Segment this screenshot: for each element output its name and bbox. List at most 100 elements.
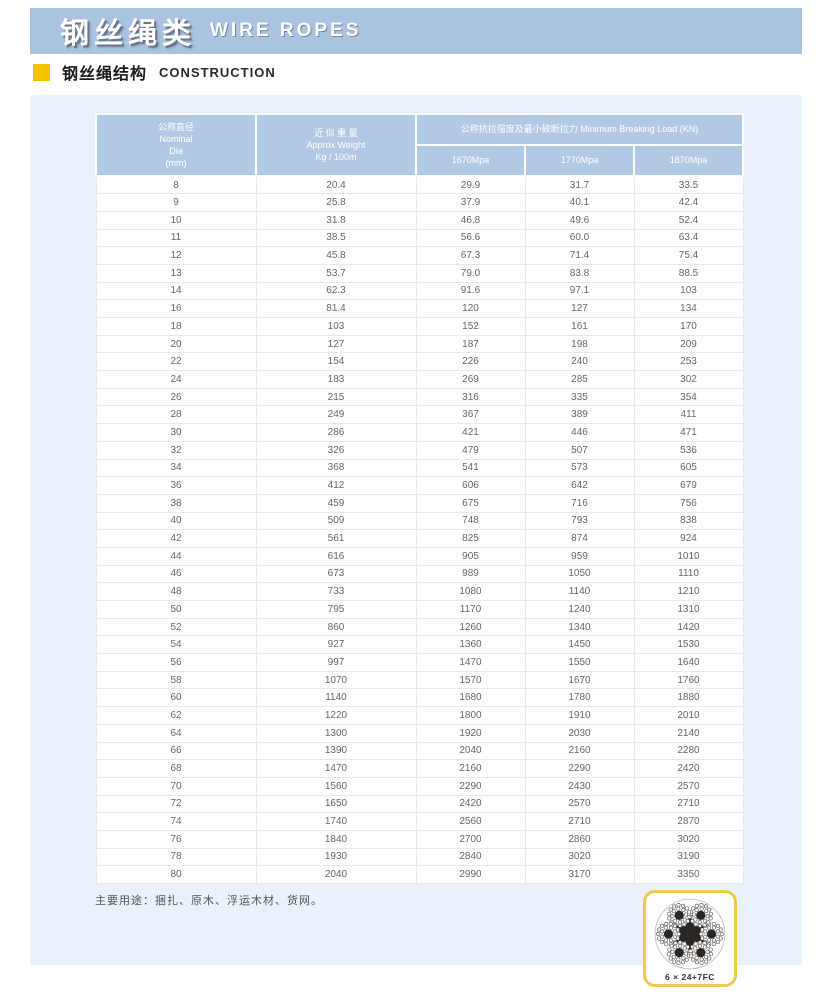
- table-row: 54 927 1360 1450 1530: [95, 635, 744, 655]
- table-row: 64 1300 1920 2030 2140: [95, 723, 744, 743]
- table-cell: 13: [95, 263, 257, 283]
- table-row: 56 997 1470 1550 1640: [95, 653, 744, 672]
- table-row: 32 326 479 507 536: [95, 440, 744, 460]
- table-cell: 2040: [255, 865, 417, 884]
- table-cell: 16: [95, 299, 257, 318]
- table-cell: 33.5: [633, 175, 744, 195]
- table-cell: 905: [415, 546, 526, 566]
- header-weight-unit: Kg / 100m: [315, 152, 357, 163]
- table-cell: 3170: [524, 865, 635, 884]
- table-cell: 2860: [524, 829, 635, 849]
- table-cell: 2420: [415, 794, 526, 814]
- header-weight-zh: 近 似 重 量: [314, 127, 358, 138]
- table-cell: 2570: [633, 776, 744, 796]
- table-cell: 1550: [524, 653, 635, 672]
- table-cell: 335: [524, 387, 635, 407]
- table-row: 28 249 367 389 411: [95, 405, 744, 425]
- table-cell: 30: [95, 423, 257, 442]
- table-cell: 389: [524, 405, 635, 425]
- table-cell: 209: [633, 334, 744, 354]
- table-cell: 285: [524, 370, 635, 389]
- table-cell: 1360: [415, 635, 526, 655]
- table-cell: 14: [95, 281, 257, 301]
- table-cell: 40: [95, 511, 257, 531]
- table-cell: 2140: [633, 723, 744, 743]
- table-cell: 1450: [524, 635, 635, 655]
- table-cell: 3020: [524, 847, 635, 867]
- content-panel: 公称直径 Nominal Dia (mm) 近 似 重 量 Approx Wei…: [30, 95, 802, 987]
- table-cell: 28: [95, 405, 257, 425]
- table-cell: 36: [95, 476, 257, 495]
- table-row: 14 62.3 91.6 97.1 103: [95, 281, 744, 301]
- table-cell: 215: [255, 387, 417, 407]
- table-cell: 1470: [415, 653, 526, 672]
- table-cell: 605: [633, 458, 744, 478]
- table-cell: 127: [255, 334, 417, 354]
- table-cell: 11: [95, 228, 257, 248]
- table-cell: 1670: [524, 670, 635, 690]
- table-row: 8 20.4 29.9 31.7 33.5: [95, 175, 744, 195]
- table-cell: 561: [255, 529, 417, 548]
- table-cell: 536: [633, 440, 744, 460]
- table-cell: 240: [524, 352, 635, 372]
- table-row: 26 215 316 335 354: [95, 387, 744, 407]
- table-cell: 53.7: [255, 263, 417, 283]
- table-cell: 2420: [633, 759, 744, 778]
- table-row: 22 154 226 240 253: [95, 352, 744, 372]
- header-diameter: 公称直径 Nominal Dia (mm): [95, 113, 257, 177]
- table-row: 10 31.8 46.8 49.6 52.4: [95, 210, 744, 230]
- table-cell: 795: [255, 600, 417, 619]
- table-cell: 507: [524, 440, 635, 460]
- table-row: 42 561 825 874 924: [95, 529, 744, 548]
- table-row: 66 1390 2040 2160 2280: [95, 741, 744, 761]
- table-header: 公称直径 Nominal Dia (mm) 近 似 重 量 Approx Wei…: [95, 113, 745, 177]
- table-cell: 103: [255, 317, 417, 336]
- table-row: 48 733 1080 1140 1210: [95, 582, 744, 601]
- table-cell: 2570: [524, 794, 635, 814]
- table-cell: 50: [95, 600, 257, 619]
- table-cell: 29.9: [415, 175, 526, 195]
- table-cell: 756: [633, 493, 744, 513]
- table-cell: 71.4: [524, 246, 635, 265]
- header-grade-1870: 1870Mpa: [632, 144, 745, 177]
- table-cell: 49.6: [524, 210, 635, 230]
- table-cell: 60.0: [524, 228, 635, 248]
- table-cell: 46: [95, 564, 257, 584]
- table-cell: 74: [95, 812, 257, 831]
- table-cell: 72: [95, 794, 257, 814]
- table-cell: 78: [95, 847, 257, 867]
- table-cell: 421: [415, 423, 526, 442]
- table-row: 16 81.4 120 127 134: [95, 299, 744, 318]
- table-cell: 825: [415, 529, 526, 548]
- table-cell: 58: [95, 670, 257, 690]
- header-grade-1770: 1770Mpa: [524, 144, 635, 177]
- table-cell: 3020: [633, 829, 744, 849]
- table-cell: 411: [633, 405, 744, 425]
- table-cell: 675: [415, 493, 526, 513]
- table-cell: 1140: [255, 688, 417, 708]
- table-cell: 446: [524, 423, 635, 442]
- table-cell: 40.1: [524, 193, 635, 212]
- section-title-en: CONSTRUCTION: [159, 64, 276, 80]
- table-cell: 959: [524, 546, 635, 566]
- table-row: 58 1070 1570 1670 1760: [95, 670, 744, 690]
- table-cell: 2560: [415, 812, 526, 831]
- table-cell: 1420: [633, 617, 744, 637]
- table-cell: 471: [633, 423, 744, 442]
- table-cell: 2700: [415, 829, 526, 849]
- rope-cross-section-diagram: [654, 898, 726, 970]
- table-cell: 20: [95, 334, 257, 354]
- table-cell: 187: [415, 334, 526, 354]
- table-cell: 642: [524, 476, 635, 495]
- table-cell: 733: [255, 582, 417, 601]
- table-cell: 1170: [415, 600, 526, 619]
- table-cell: 924: [633, 529, 744, 548]
- table-cell: 2040: [415, 741, 526, 761]
- table-cell: 46.8: [415, 210, 526, 230]
- page-title-band: 钢丝绳类 WIRE ROPES: [30, 8, 802, 54]
- table-cell: 860: [255, 617, 417, 637]
- table-cell: 83.8: [524, 263, 635, 283]
- table-cell: 31.8: [255, 210, 417, 230]
- table-cell: 1530: [633, 635, 744, 655]
- table-cell: 541: [415, 458, 526, 478]
